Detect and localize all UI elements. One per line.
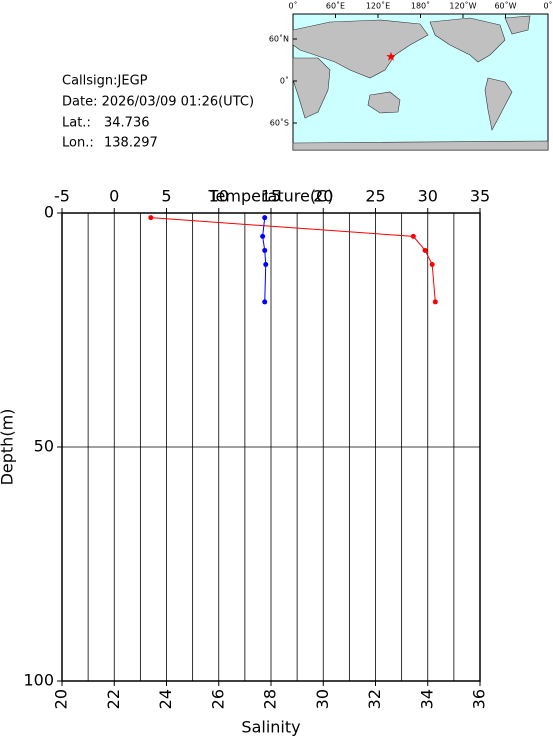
profile-point [429, 261, 435, 267]
profile-point [422, 247, 428, 253]
x2-tick-label: 15 [261, 187, 281, 206]
profile-point [148, 215, 154, 221]
profile-line [262, 217, 267, 302]
x-tick-label: 22 [104, 689, 123, 709]
profile-line [150, 217, 436, 302]
info: Callsign:JEGP Date: 2026/03/09 01:26(UTC… [62, 74, 254, 151]
x2-tick-label: 25 [365, 187, 385, 206]
x2-tick-label: 30 [418, 187, 438, 206]
map-lat-label: 60˚N [269, 34, 289, 44]
plot-frame [61, 212, 481, 682]
date: Date: 2026/03/09 01:26(UTC) [62, 95, 254, 110]
x-tick-label: 32 [365, 689, 384, 709]
map [292, 13, 549, 151]
x-tick-label: 20 [52, 689, 71, 709]
y-axis-title: Depth(m) [0, 409, 17, 486]
y-tick-label: 0 [44, 203, 54, 222]
map-lat-label: 60˚S [270, 118, 289, 128]
y-tick-label: 100 [23, 671, 54, 690]
x2-tick-label: 5 [161, 187, 171, 206]
map-lon-label: 180˚ [411, 1, 430, 11]
map-lon-label: 60˚W [494, 1, 516, 11]
lat-label: Lat.: [62, 116, 91, 131]
profile-point [262, 299, 268, 305]
profile-point [262, 247, 268, 253]
profile-point [262, 215, 268, 221]
map-lon-label: 60˚E [326, 1, 345, 11]
x2-tick-label: 0 [109, 187, 119, 206]
x-tick-label: 24 [156, 689, 175, 709]
lon-label: Lon.: [62, 136, 94, 151]
x2-tick-label: 20 [313, 187, 333, 206]
x-tick-label: 28 [261, 689, 280, 709]
x-tick-label: 30 [313, 689, 332, 709]
profile-point [432, 299, 438, 305]
profile-point [263, 261, 269, 267]
x-tick-label: 34 [417, 689, 436, 709]
lon-value: 138.297 [104, 136, 158, 151]
map-lat-label: 0˚ [280, 76, 289, 86]
map-lon-label: 0˚ [543, 1, 552, 11]
map-marker [386, 51, 396, 61]
x2-axis-title: Temperature(C) [207, 187, 333, 206]
y-tick-label: 50 [34, 437, 54, 456]
x-axis-title: Salinity [241, 718, 300, 736]
map-lon-label: 120˚W [449, 1, 476, 11]
x2-tick-label: 10 [209, 187, 229, 206]
x-tick-label: 36 [470, 689, 489, 709]
x-tick-label: 26 [208, 689, 227, 709]
profile-point [410, 233, 416, 239]
map-lon-label: 120˚E [366, 1, 390, 11]
profile-point [260, 233, 266, 239]
callsign: Callsign:JEGP [62, 74, 148, 89]
x2-tick-label: 35 [470, 187, 490, 206]
lat-value: 34.736 [104, 116, 150, 131]
map-lon-label: 0˚ [288, 1, 297, 11]
map-land [292, 15, 549, 151]
x2-tick-label: -5 [54, 187, 70, 206]
